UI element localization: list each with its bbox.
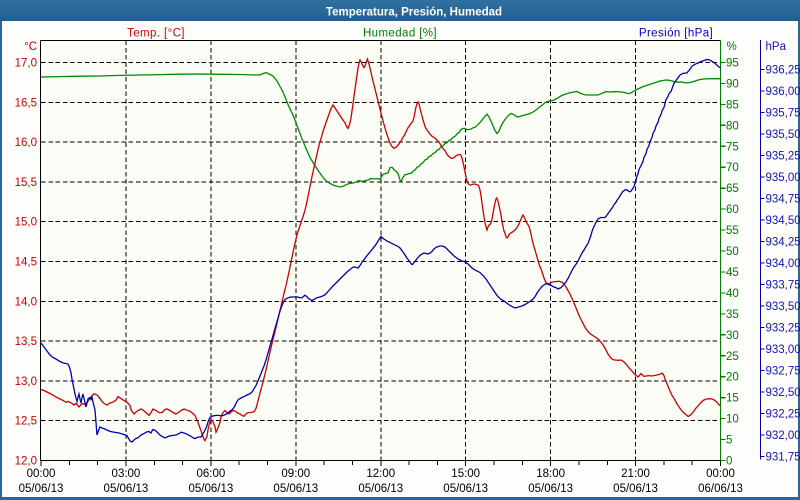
svg-text:80: 80 <box>726 120 739 132</box>
svg-text:05/06/13: 05/06/13 <box>358 483 403 495</box>
svg-text:10: 10 <box>726 414 739 426</box>
svg-text:25: 25 <box>726 351 739 363</box>
svg-text:06/06/13: 06/06/13 <box>698 483 743 495</box>
svg-text:932,00: 932,00 <box>766 430 800 442</box>
svg-text:95: 95 <box>726 58 739 70</box>
svg-text:15:00: 15:00 <box>451 468 480 480</box>
svg-text:18:00: 18:00 <box>536 468 565 480</box>
svg-text:05/06/13: 05/06/13 <box>528 483 573 495</box>
svg-text:17,0: 17,0 <box>15 58 37 70</box>
svg-text:05/06/13: 05/06/13 <box>273 483 318 495</box>
svg-text:16,0: 16,0 <box>15 137 37 149</box>
svg-text:35: 35 <box>726 309 739 321</box>
svg-text:16,5: 16,5 <box>15 97 37 109</box>
svg-text:14,5: 14,5 <box>15 257 37 269</box>
svg-text:03:00: 03:00 <box>112 468 141 480</box>
svg-text:14,0: 14,0 <box>15 296 37 308</box>
svg-text:Humedad [%]: Humedad [%] <box>363 28 437 40</box>
svg-text:21:00: 21:00 <box>621 468 650 480</box>
svg-text:85: 85 <box>726 99 739 111</box>
svg-text:06:00: 06:00 <box>196 468 225 480</box>
svg-text:75: 75 <box>726 141 739 153</box>
svg-text:935,00: 935,00 <box>766 172 800 184</box>
svg-text:13,5: 13,5 <box>15 336 37 348</box>
svg-text:05/06/13: 05/06/13 <box>188 483 233 495</box>
svg-text:05/06/13: 05/06/13 <box>443 483 488 495</box>
svg-text:935,75: 935,75 <box>766 108 800 120</box>
svg-text:15,0: 15,0 <box>15 217 37 229</box>
svg-text:65: 65 <box>726 183 739 195</box>
svg-text:13,0: 13,0 <box>15 376 37 388</box>
svg-text:05/06/13: 05/06/13 <box>104 483 149 495</box>
svg-text:hPa: hPa <box>766 41 787 53</box>
svg-text:931,75: 931,75 <box>766 452 800 464</box>
svg-text:00:00: 00:00 <box>706 468 735 480</box>
svg-text:935,25: 935,25 <box>766 151 800 163</box>
svg-text:55: 55 <box>726 225 739 237</box>
svg-text:05/06/13: 05/06/13 <box>19 483 64 495</box>
svg-text:60: 60 <box>726 204 739 216</box>
svg-text:Temperatura, Presión, Humedad: Temperatura, Presión, Humedad <box>326 7 502 19</box>
svg-text:936,00: 936,00 <box>766 86 800 98</box>
svg-text:936,25: 936,25 <box>766 65 800 77</box>
svg-text:90: 90 <box>726 78 739 90</box>
svg-text:934,50: 934,50 <box>766 215 800 227</box>
svg-text:20: 20 <box>726 372 739 384</box>
svg-text:5: 5 <box>726 435 732 447</box>
svg-text:05/06/13: 05/06/13 <box>613 483 658 495</box>
svg-text:933,75: 933,75 <box>766 280 800 292</box>
svg-text:932,75: 932,75 <box>766 366 800 378</box>
svg-text:12:00: 12:00 <box>366 468 395 480</box>
svg-text:0: 0 <box>726 456 732 468</box>
svg-text:933,25: 933,25 <box>766 323 800 335</box>
svg-text:15,5: 15,5 <box>15 177 37 189</box>
svg-text:70: 70 <box>726 162 739 174</box>
svg-text:934,00: 934,00 <box>766 258 800 270</box>
svg-text:30: 30 <box>726 330 739 342</box>
svg-text:12,0: 12,0 <box>15 456 37 468</box>
svg-text:934,25: 934,25 <box>766 237 800 249</box>
svg-text:934,75: 934,75 <box>766 194 800 206</box>
svg-text:935,50: 935,50 <box>766 129 800 141</box>
svg-text:09:00: 09:00 <box>281 468 310 480</box>
svg-text:12,5: 12,5 <box>15 416 37 428</box>
svg-text:932,50: 932,50 <box>766 387 800 399</box>
svg-text:Presión [hPa]: Presión [hPa] <box>639 28 713 40</box>
svg-text:Temp. [°C]: Temp. [°C] <box>127 28 185 40</box>
svg-text:45: 45 <box>726 267 739 279</box>
svg-text:933,50: 933,50 <box>766 301 800 313</box>
svg-text:50: 50 <box>726 246 739 258</box>
svg-text:933,00: 933,00 <box>766 344 800 356</box>
svg-text:40: 40 <box>726 288 739 300</box>
svg-text:%: % <box>727 41 737 53</box>
svg-text:°C: °C <box>24 41 37 53</box>
svg-text:00:00: 00:00 <box>27 468 56 480</box>
svg-text:932,25: 932,25 <box>766 409 800 421</box>
svg-text:15: 15 <box>726 393 739 405</box>
